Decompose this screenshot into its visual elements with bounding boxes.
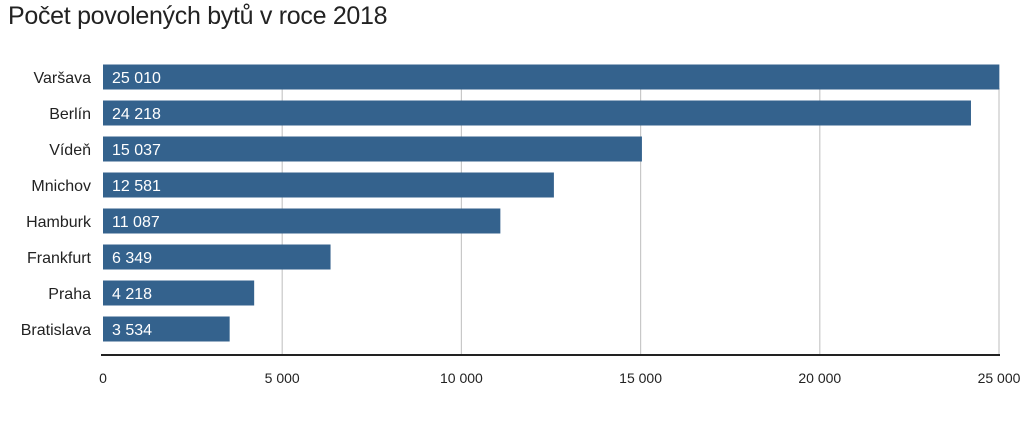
category-labels: Varšava Berlín Vídeň Mnichov Hamburk Frankfur… (21, 70, 92, 339)
category-label: Bratislava (21, 322, 91, 339)
bar (103, 208, 501, 234)
x-tick-labels: 0 5 000 10 000 15 000 20 000 25 000 (99, 370, 1021, 386)
x-tick-label: 5 000 (265, 370, 300, 386)
value-label: 15 037 (112, 142, 161, 159)
bar (103, 316, 230, 342)
chart-title: Počet povolených bytů v roce 2018 (8, 2, 388, 30)
bars (103, 64, 1000, 342)
x-tick-label: 25 000 (978, 370, 1021, 386)
value-label: 25 010 (112, 70, 161, 87)
x-tick-label: 10 000 (440, 370, 483, 386)
bar (103, 64, 1000, 90)
category-label: Hamburk (26, 214, 92, 231)
value-label: 24 218 (112, 106, 161, 123)
bar (103, 280, 255, 306)
x-tick-label: 20 000 (798, 370, 841, 386)
x-tick-label: 15 000 (619, 370, 662, 386)
value-label: 4 218 (112, 286, 152, 303)
value-label: 3 534 (112, 322, 152, 339)
category-label: Vídeň (49, 142, 91, 159)
bar (103, 244, 331, 270)
category-label: Mnichov (31, 178, 91, 195)
value-label: 12 581 (112, 178, 161, 195)
category-label: Praha (48, 286, 91, 303)
category-label: Varšava (33, 70, 91, 87)
value-labels: 25 010 24 218 15 037 12 581 11 087 6 349 4 218… (112, 70, 161, 339)
bar (103, 172, 554, 198)
bar (103, 100, 971, 126)
category-label: Berlín (49, 106, 91, 123)
bar (103, 136, 642, 162)
value-label: 11 087 (112, 214, 160, 231)
x-tick-label: 0 (99, 370, 107, 386)
category-label: Frankfurt (27, 250, 92, 267)
value-label: 6 349 (112, 250, 152, 267)
